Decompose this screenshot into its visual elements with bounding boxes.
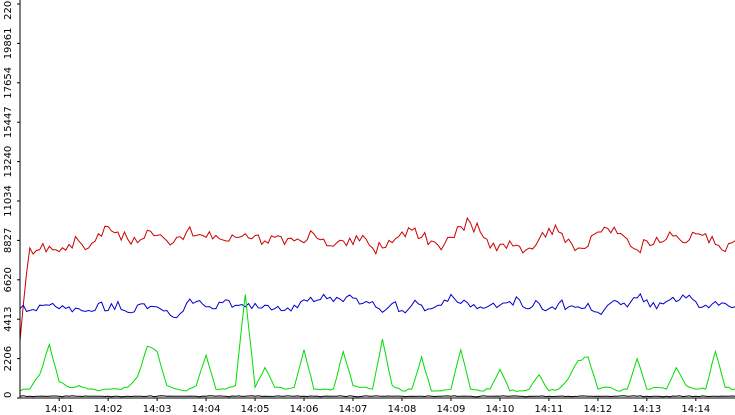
x-tick-label: 14:13 bbox=[632, 404, 661, 415]
y-tick-label: 2206 bbox=[3, 346, 14, 371]
y-tick-label: 22068 bbox=[3, 0, 14, 20]
x-tick-label: 14:03 bbox=[143, 404, 172, 415]
series-line-1 bbox=[19, 216, 735, 341]
x-tick-label: 14:09 bbox=[437, 404, 466, 415]
y-tick-label: 4413 bbox=[3, 306, 14, 331]
x-axis-ticks: 14:01 14:02 14:03 14:04 14:05 14:06 14:07 14:08… bbox=[45, 398, 710, 415]
x-tick-label: 14:12 bbox=[583, 404, 612, 415]
x-tick-label: 14:01 bbox=[45, 404, 74, 415]
x-tick-label: 14:02 bbox=[94, 404, 123, 415]
x-tick-label: 14:07 bbox=[339, 404, 368, 415]
y-tick-label: 17654 bbox=[3, 67, 14, 99]
series-line-3 bbox=[19, 294, 735, 392]
x-tick-label: 14:10 bbox=[486, 404, 515, 415]
y-tick-label: 13240 bbox=[3, 146, 14, 178]
series-layer bbox=[19, 216, 735, 398]
series-line-2 bbox=[19, 292, 735, 319]
y-tick-label: 6620 bbox=[3, 267, 14, 292]
series-line-4 bbox=[19, 395, 735, 398]
x-tick-label: 14:11 bbox=[534, 404, 563, 415]
y-tick-label: 15447 bbox=[3, 106, 14, 138]
y-tick-label: 19861 bbox=[3, 27, 14, 59]
x-tick-label: 14:04 bbox=[192, 404, 221, 415]
x-tick-label: 14:14 bbox=[681, 404, 710, 415]
x-tick-label: 14:08 bbox=[388, 404, 417, 415]
y-tick-label: 0 bbox=[3, 392, 14, 398]
x-tick-label: 14:05 bbox=[241, 404, 270, 415]
y-tick-label: 11034 bbox=[3, 185, 14, 217]
y-axis-ticks: 0 2206 4413 6620 8827 11034 13240 15447 17654 198… bbox=[3, 0, 20, 399]
y-tick-label: 8827 bbox=[3, 228, 14, 253]
x-tick-label: 14:06 bbox=[290, 404, 319, 415]
